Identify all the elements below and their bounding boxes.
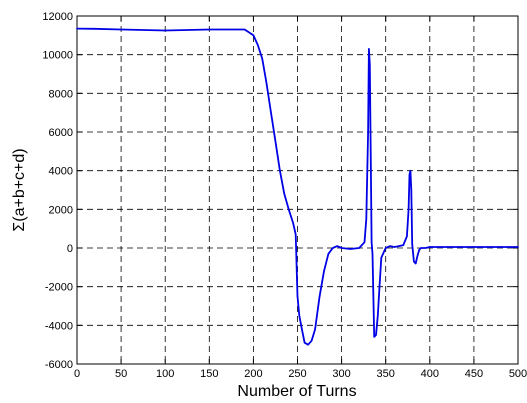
grid-lines	[77, 16, 518, 364]
y-tick-label: 12000	[42, 11, 73, 23]
x-axis-label: Number of Turns	[237, 383, 356, 400]
x-tick-label: 450	[465, 368, 483, 380]
y-tick-labels: -6000 -4000 -2000 0 2000 4000 6000 8000 10000 120…	[42, 11, 73, 371]
y-tick-label: -4000	[45, 320, 73, 332]
x-tick-label: 500	[509, 368, 527, 380]
series-layer	[76, 27, 519, 346]
x-tick-label: 400	[421, 368, 439, 380]
x-tick-label: 250	[288, 368, 306, 380]
y-tick-label: 4000	[49, 166, 73, 178]
y-tick-label: -6000	[45, 359, 73, 371]
x-tick-labels: 0 50 100 150 200 250 300 350 400 450 500	[74, 368, 527, 380]
y-tick-label: -2000	[45, 282, 73, 294]
y-tick-label: 6000	[49, 127, 73, 139]
series-line	[76, 27, 519, 346]
x-tick-label: 300	[332, 368, 350, 380]
y-tick-label: 10000	[42, 50, 73, 62]
y-axis-label: Σ(a+b+c+d)	[11, 148, 28, 231]
x-tick-label: 150	[200, 368, 218, 380]
y-tick-label: 8000	[49, 88, 73, 100]
y-tick-label: 2000	[49, 204, 73, 216]
x-tick-label: 0	[74, 368, 80, 380]
x-tick-label: 100	[156, 368, 174, 380]
y-tick-label: 0	[67, 243, 73, 255]
x-tick-label: 200	[244, 368, 262, 380]
x-tick-label: 50	[115, 368, 127, 380]
tick-marks	[76, 15, 519, 365]
x-tick-label: 350	[377, 368, 395, 380]
